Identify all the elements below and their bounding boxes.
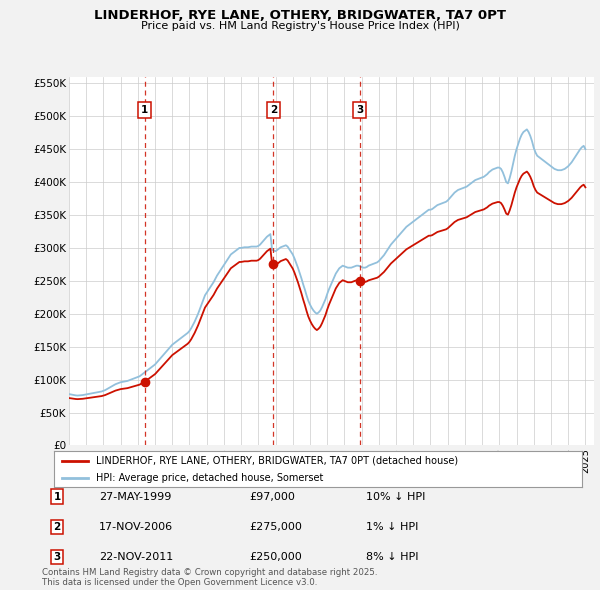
Text: LINDERHOF, RYE LANE, OTHERY, BRIDGWATER, TA7 0PT: LINDERHOF, RYE LANE, OTHERY, BRIDGWATER,… xyxy=(94,9,506,22)
Text: 1: 1 xyxy=(141,104,149,114)
Text: 1% ↓ HPI: 1% ↓ HPI xyxy=(366,522,418,532)
Text: 8% ↓ HPI: 8% ↓ HPI xyxy=(366,552,419,562)
Text: 22-NOV-2011: 22-NOV-2011 xyxy=(99,552,173,562)
Text: 1: 1 xyxy=(53,492,61,502)
Text: Price paid vs. HM Land Registry's House Price Index (HPI): Price paid vs. HM Land Registry's House … xyxy=(140,21,460,31)
Text: 27-MAY-1999: 27-MAY-1999 xyxy=(99,492,172,502)
Text: HPI: Average price, detached house, Somerset: HPI: Average price, detached house, Some… xyxy=(96,473,323,483)
Text: 2: 2 xyxy=(53,522,61,532)
Text: 3: 3 xyxy=(53,552,61,562)
Text: 2: 2 xyxy=(270,104,277,114)
Text: £275,000: £275,000 xyxy=(249,522,302,532)
Text: 10% ↓ HPI: 10% ↓ HPI xyxy=(366,492,425,502)
Text: 3: 3 xyxy=(356,104,364,114)
Text: Contains HM Land Registry data © Crown copyright and database right 2025.
This d: Contains HM Land Registry data © Crown c… xyxy=(42,568,377,587)
Text: £250,000: £250,000 xyxy=(249,552,302,562)
Text: LINDERHOF, RYE LANE, OTHERY, BRIDGWATER, TA7 0PT (detached house): LINDERHOF, RYE LANE, OTHERY, BRIDGWATER,… xyxy=(96,456,458,466)
Text: £97,000: £97,000 xyxy=(249,492,295,502)
Text: 17-NOV-2006: 17-NOV-2006 xyxy=(99,522,173,532)
